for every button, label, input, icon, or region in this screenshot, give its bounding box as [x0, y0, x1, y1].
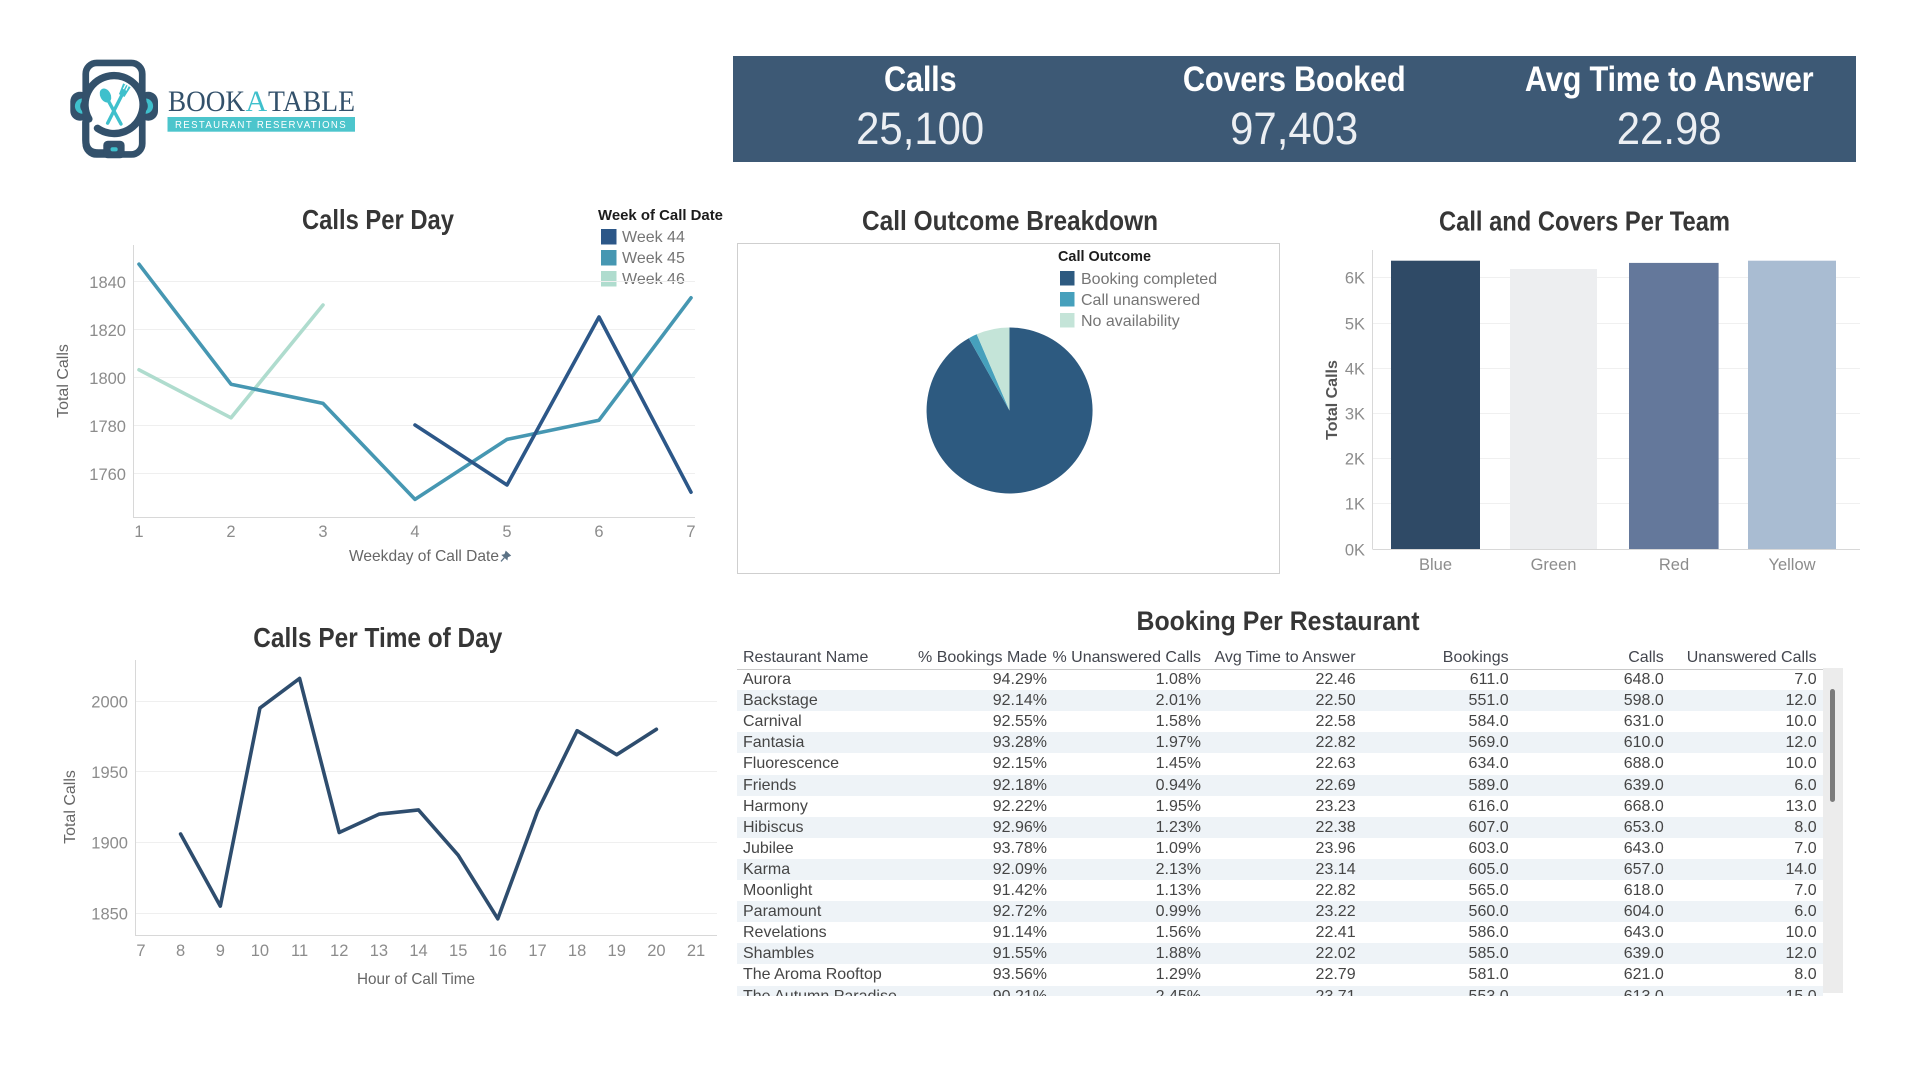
svg-text:Green: Green	[1531, 556, 1577, 574]
svg-text:7: 7	[136, 942, 145, 960]
svg-text:15: 15	[449, 942, 467, 960]
svg-text:4K: 4K	[1345, 361, 1365, 379]
svg-text:Week of Call Date: Week of Call Date	[598, 207, 723, 224]
svg-text:1900: 1900	[91, 835, 128, 853]
svg-text:TABLE: TABLE	[268, 85, 355, 118]
svg-text:Call Outcome Breakdown: Call Outcome Breakdown	[862, 205, 1158, 236]
svg-text:Booking completed: Booking completed	[1081, 271, 1217, 288]
svg-text:1820: 1820	[89, 322, 126, 340]
svg-text:Calls Per Day: Calls Per Day	[302, 204, 454, 235]
svg-text:12: 12	[330, 942, 348, 960]
svg-text:Call Outcome: Call Outcome	[1058, 248, 1151, 265]
svg-text:Week 45: Week 45	[622, 250, 685, 267]
svg-text:4: 4	[410, 523, 419, 541]
svg-text:0K: 0K	[1345, 542, 1365, 560]
svg-text:Blue: Blue	[1419, 556, 1452, 574]
svg-text:1850: 1850	[91, 906, 128, 924]
svg-text:1760: 1760	[89, 466, 126, 484]
svg-text:2: 2	[226, 523, 235, 541]
svg-text:No availability: No availability	[1081, 313, 1180, 330]
svg-text:11: 11	[291, 942, 308, 960]
svg-text:1950: 1950	[91, 764, 128, 782]
svg-text:Booking Per Restaurant: Booking Per Restaurant	[1137, 606, 1420, 636]
svg-text:Yellow: Yellow	[1768, 556, 1815, 574]
svg-text:RESTAURANT RESERVATIONS: RESTAURANT RESERVATIONS	[175, 119, 347, 131]
svg-text:16: 16	[489, 942, 507, 960]
svg-text:Total Calls: Total Calls	[1324, 360, 1341, 440]
svg-text:Total Calls: Total Calls	[62, 770, 79, 844]
svg-text:7: 7	[686, 523, 695, 541]
svg-text:20: 20	[647, 942, 665, 960]
svg-text:19: 19	[608, 942, 626, 960]
svg-text:1840: 1840	[89, 274, 126, 292]
svg-text:Week 44: Week 44	[622, 229, 685, 246]
svg-text:Call and Covers Per Team: Call and Covers Per Team	[1439, 206, 1730, 237]
svg-text:6: 6	[594, 523, 603, 541]
svg-text:14: 14	[409, 942, 427, 960]
svg-text:9: 9	[216, 942, 225, 960]
svg-text:8: 8	[176, 942, 185, 960]
svg-text:13: 13	[370, 942, 388, 960]
svg-text:3K: 3K	[1345, 406, 1365, 424]
svg-text:18: 18	[568, 942, 586, 960]
svg-text:Red: Red	[1659, 556, 1689, 574]
svg-text:A: A	[246, 85, 268, 118]
svg-text:Weekday of Call Date: Weekday of Call Date	[349, 548, 499, 565]
svg-text:6K: 6K	[1345, 270, 1365, 288]
svg-text:10: 10	[251, 942, 269, 960]
svg-text:Call unanswered: Call unanswered	[1081, 292, 1200, 309]
svg-text:Total Calls: Total Calls	[55, 344, 72, 418]
svg-text:1: 1	[134, 523, 143, 541]
svg-text:1780: 1780	[89, 418, 126, 436]
svg-text:2K: 2K	[1345, 451, 1365, 469]
svg-text:2000: 2000	[91, 694, 128, 712]
svg-text:1K: 1K	[1345, 496, 1365, 514]
svg-text:1800: 1800	[89, 370, 126, 388]
svg-text:21: 21	[687, 942, 705, 960]
svg-text:Week 46: Week 46	[622, 271, 685, 288]
svg-text:17: 17	[528, 942, 546, 960]
svg-text:Hour of Call Time: Hour of Call Time	[357, 971, 475, 988]
svg-text:BOOK: BOOK	[168, 85, 245, 118]
svg-text:5: 5	[502, 523, 511, 541]
svg-text:5K: 5K	[1345, 316, 1365, 334]
svg-text:3: 3	[318, 523, 327, 541]
svg-text:Calls Per Time of Day: Calls Per Time of Day	[253, 622, 502, 653]
